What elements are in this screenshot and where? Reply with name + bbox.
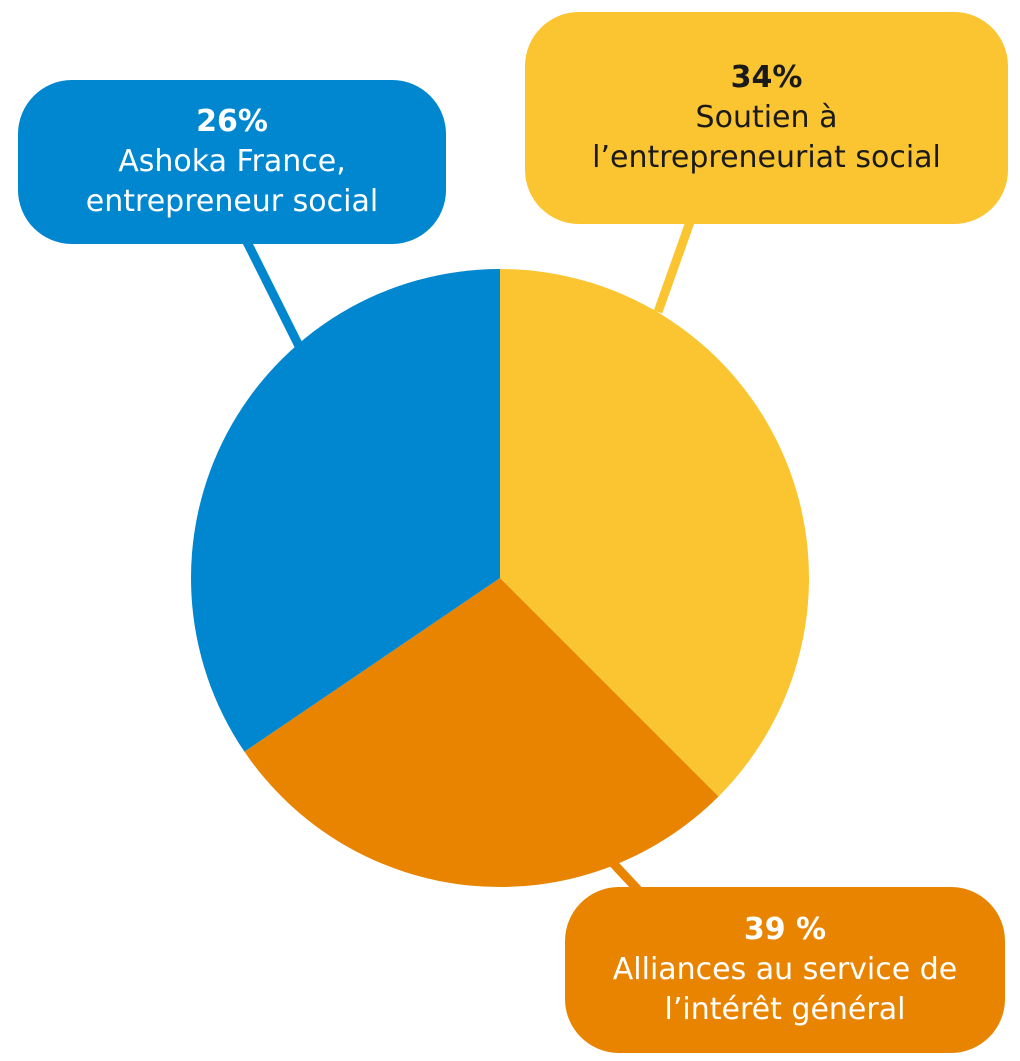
callout-alliances: 39 % Alliances au service de l’intérêt g… — [565, 887, 1005, 1053]
soutien-slice-label: Soutien à l’entrepreneuriat social — [592, 100, 941, 175]
alliances-percent-label: 39 % — [743, 912, 827, 947]
callout-ashoka: 26% Ashoka France, entrepreneur social — [18, 80, 446, 244]
callout-soutien: 34% Soutien à l’entrepreneuriat social — [525, 12, 1008, 224]
pie-slice-soutien — [500, 268, 810, 797]
pie-slices — [191, 268, 810, 888]
soutien-percent-label: 34% — [730, 60, 803, 95]
leader-line-ashoka — [241, 237, 305, 351]
pie-slice-alliances — [244, 578, 719, 888]
alliances-slice-label: Alliances au service de l’intérêt généra… — [612, 952, 958, 1027]
leader-line-soutien — [653, 220, 695, 314]
ashoka-slice-label: Ashoka France, entrepreneur social — [85, 144, 379, 219]
ashoka-percent-label: 26% — [196, 104, 268, 139]
pie-slice-ashoka — [191, 269, 500, 752]
